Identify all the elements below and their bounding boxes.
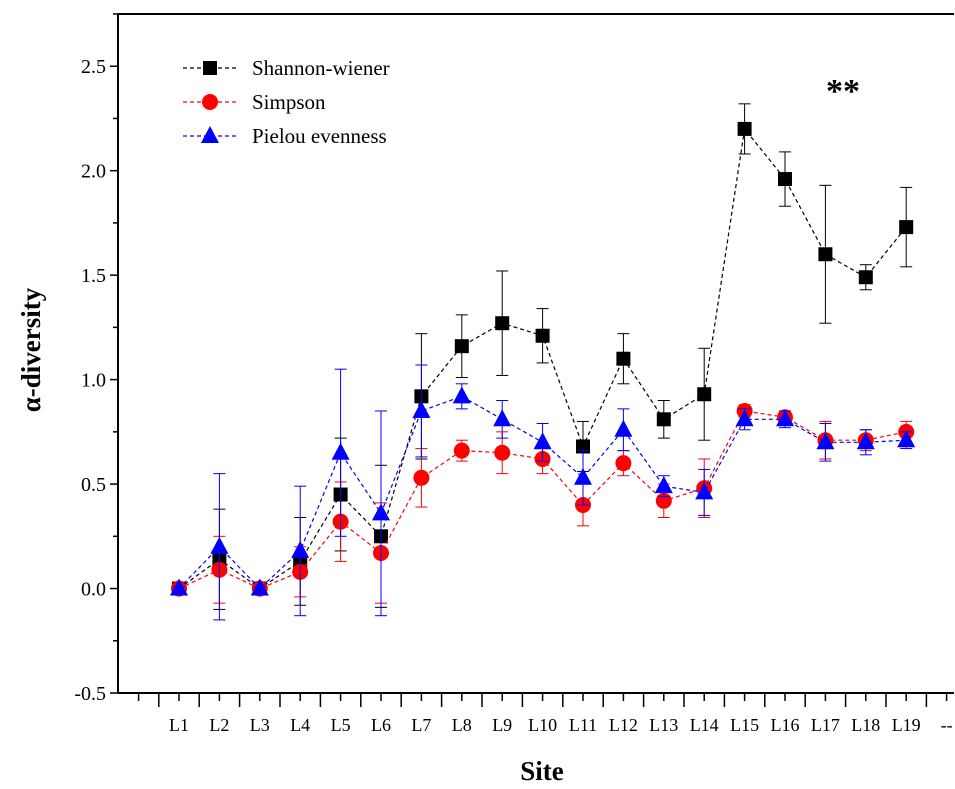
data-point <box>776 409 794 427</box>
y-tick-label: 1.5 <box>81 265 106 287</box>
data-point <box>454 339 469 354</box>
plot-frame <box>117 13 954 694</box>
data-point <box>452 386 471 404</box>
x-tick-label: L18 <box>851 715 880 735</box>
x-tick-label: L10 <box>528 715 557 735</box>
data-point <box>372 503 390 521</box>
data-point <box>495 316 510 331</box>
data-point <box>858 270 873 285</box>
x-tick-label: L3 <box>250 715 270 735</box>
x-tick-label: L6 <box>371 715 391 735</box>
legend-marker <box>202 94 218 110</box>
data-point <box>331 442 350 460</box>
data-point <box>413 469 430 486</box>
legend-label: Shannon-wiener <box>252 56 390 80</box>
x-tick-label: L4 <box>290 715 310 735</box>
data-point <box>533 432 552 450</box>
data-point <box>453 442 470 459</box>
data-point <box>697 387 712 402</box>
x-axis-title: Site <box>520 756 564 786</box>
x-tick-label: L12 <box>609 715 638 735</box>
x-tick-label: L17 <box>811 715 840 735</box>
data-point <box>574 467 592 485</box>
data-point <box>616 351 631 366</box>
legend-marker <box>201 126 219 143</box>
data-point <box>614 419 633 437</box>
data-point <box>291 540 310 558</box>
x-tick-label: L8 <box>452 715 472 735</box>
y-tick-label: 2.0 <box>81 161 106 183</box>
x-tick-label: L2 <box>209 715 229 735</box>
series-layer <box>170 103 916 621</box>
data-point <box>576 439 590 454</box>
x-axis: L1 L2 L3 L4 L5 L6 L7 L8 L9 L10 L11 L12 L13 L14 L15 L16 L… <box>137 693 953 735</box>
x-tick-label: L16 <box>771 715 800 735</box>
data-point <box>493 409 512 427</box>
data-point <box>737 121 752 136</box>
data-point <box>250 578 269 596</box>
y-tick-label: 0.0 <box>81 579 106 601</box>
x-tick-label: -- <box>941 715 953 735</box>
x-tick-label: L1 <box>169 715 189 735</box>
data-point <box>899 220 914 235</box>
legend-label: Pielou evenness <box>252 124 387 148</box>
y-tick-label: -0.5 <box>74 683 106 705</box>
data-point <box>654 476 673 494</box>
y-axis: -0.5 0.0 0.5 1.0 1.5 2.0 2.5 <box>74 13 118 705</box>
y-axis-title: α-diversity <box>16 287 46 412</box>
x-tick-label: L13 <box>649 715 678 735</box>
legend-item-shannon-wiener: Shannon-wiener <box>183 56 390 80</box>
legend-item-simpson: Simpson <box>183 90 326 114</box>
x-tick-label: L5 <box>331 715 351 735</box>
data-point <box>897 430 916 448</box>
series-pielou-evenness <box>170 364 916 621</box>
data-point <box>210 536 229 554</box>
data-point <box>412 400 431 418</box>
data-point <box>535 328 550 343</box>
y-tick-label: 2.5 <box>81 56 106 78</box>
x-tick-label: L11 <box>569 715 597 735</box>
y-tick-label: 1.0 <box>81 370 106 392</box>
data-point <box>494 444 511 461</box>
legend-label: Simpson <box>252 90 326 114</box>
data-point <box>735 409 754 427</box>
legend: Shannon-wiener Simpson Pielou evenness <box>183 56 390 148</box>
legend-marker <box>203 61 217 75</box>
data-point <box>656 412 671 427</box>
x-tick-label: L14 <box>690 715 719 735</box>
significance-annotation: ** <box>826 73 860 110</box>
series-shannon-wiener <box>172 103 914 610</box>
data-point <box>170 578 188 596</box>
data-point <box>615 455 632 472</box>
x-tick-label: L19 <box>892 715 921 735</box>
x-tick-label: L9 <box>492 715 512 735</box>
data-point <box>695 482 714 500</box>
data-point <box>818 247 833 262</box>
legend-item-pielou-evenness: Pielou evenness <box>183 124 387 148</box>
x-tick-label: L15 <box>730 715 759 735</box>
data-point <box>778 172 792 187</box>
data-point <box>856 432 875 450</box>
y-tick-label: 0.5 <box>81 474 106 496</box>
x-tick-label: L7 <box>411 715 431 735</box>
data-point <box>816 432 835 450</box>
